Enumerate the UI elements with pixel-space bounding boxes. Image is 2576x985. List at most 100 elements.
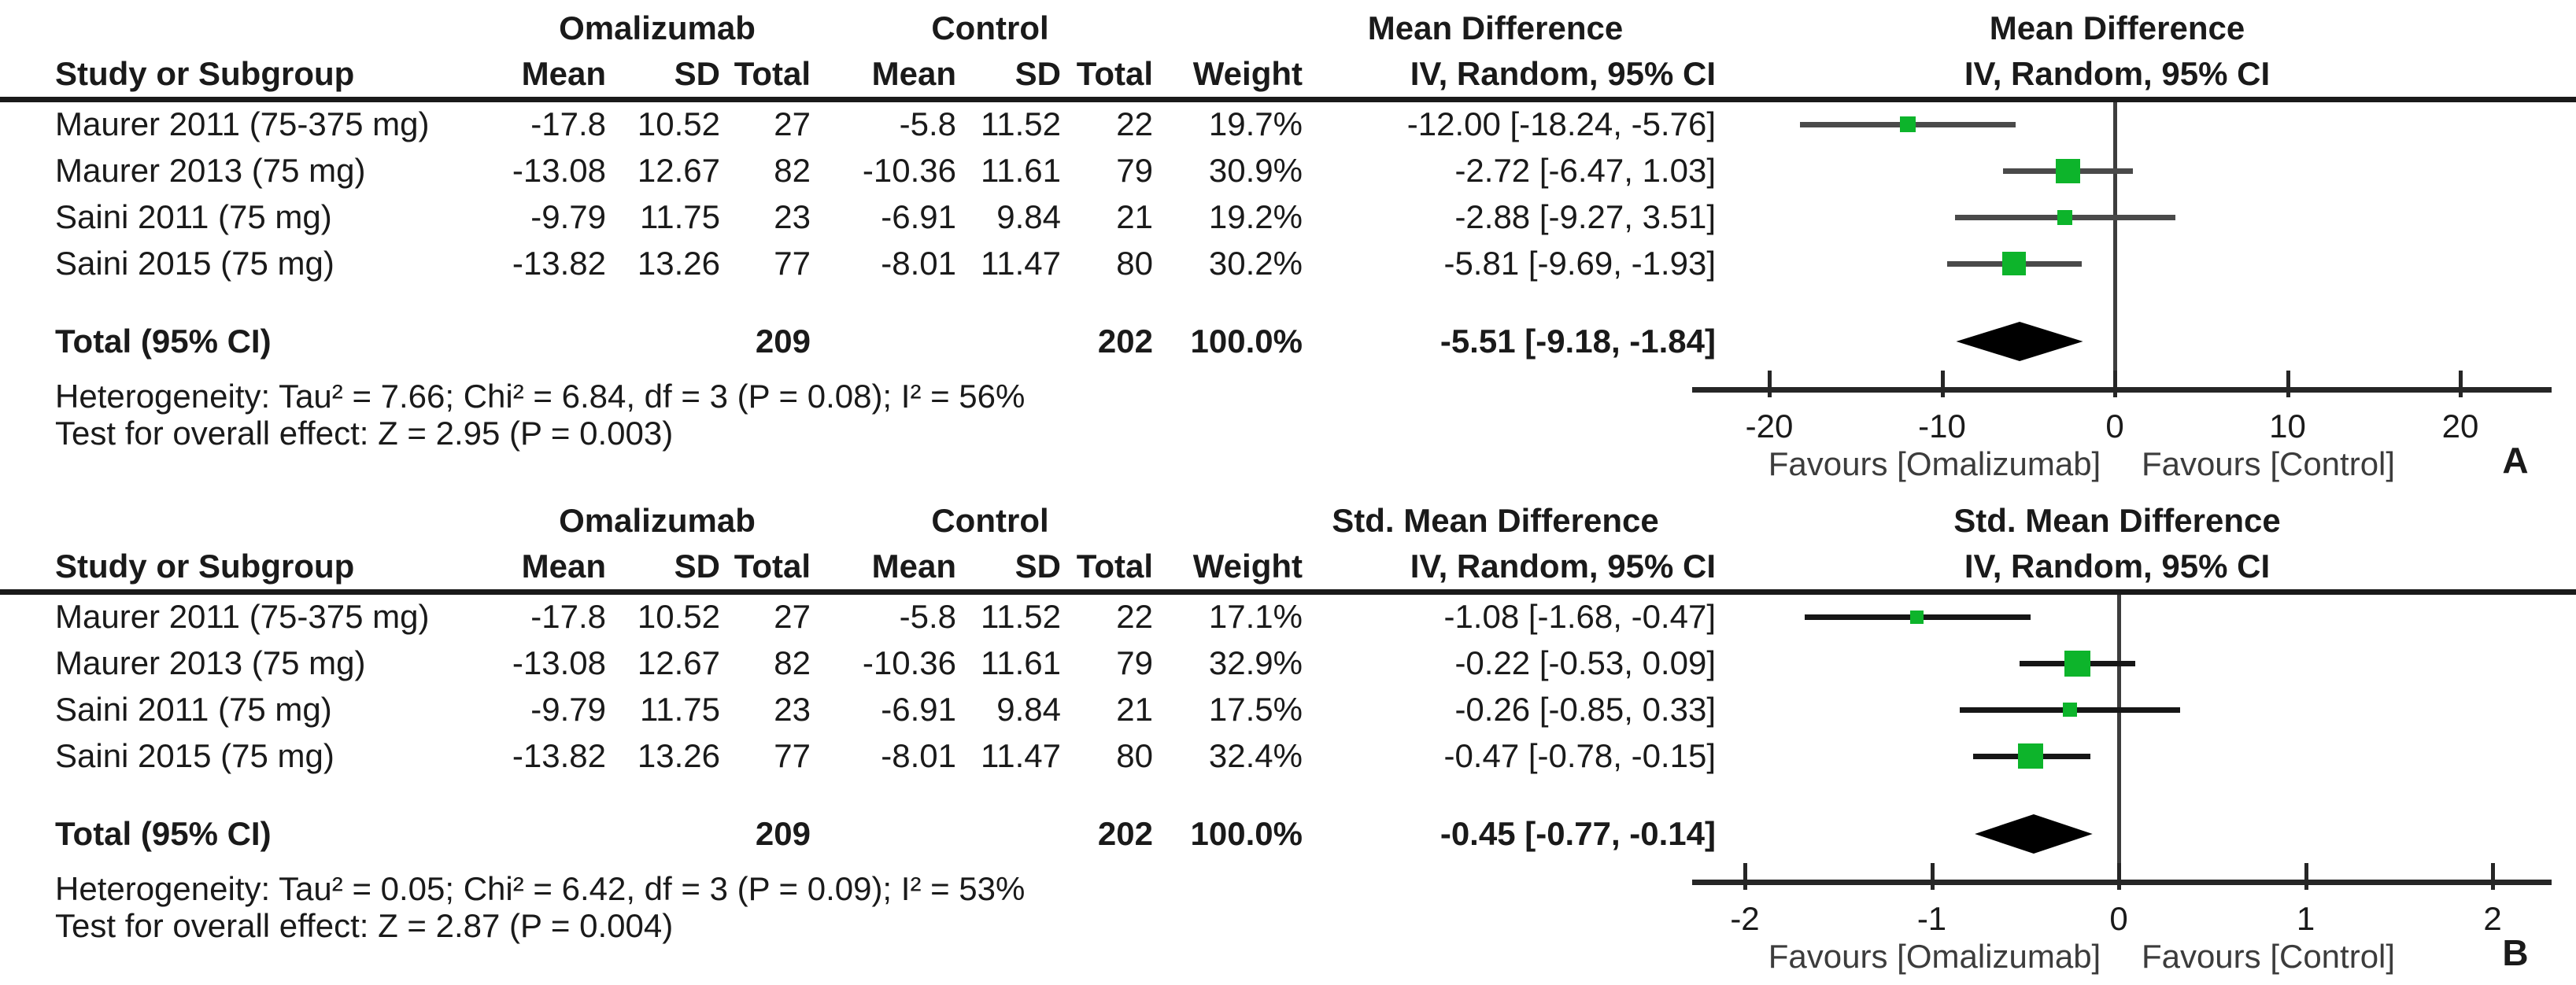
header-rule [0, 589, 2576, 595]
cell-mean_c: -5.8 [899, 598, 956, 635]
x-axis-tick [2113, 371, 2117, 397]
cell-total_t: 27 [774, 598, 811, 635]
cell-total_c: 22 [1116, 598, 1153, 635]
plot-effect-header: Mean Difference [1989, 9, 2245, 46]
cell-sd_t: 11.75 [640, 198, 720, 235]
column-header: Weight [1192, 55, 1303, 92]
cell-sd_t: 12.67 [637, 644, 720, 681]
cell-mean_t: -13.82 [512, 245, 606, 282]
cell-weight: 32.4% [1208, 737, 1303, 774]
cell-mean_t: -17.8 [530, 105, 606, 142]
total-control: 202 [1097, 815, 1153, 852]
panel-letter: B [2502, 932, 2529, 973]
x-axis-tick-label: 0 [2109, 900, 2128, 937]
cell-sd_t: 11.75 [640, 691, 720, 728]
group1-header: Omalizumab [559, 9, 756, 46]
panel-letter: A [2502, 440, 2529, 481]
favours-left-label: Favours [Omalizumab] [1768, 938, 2101, 975]
favours-right-label: Favours [Control] [2141, 938, 2396, 975]
overall-effect-text: Test for overall effect: Z = 2.87 (P = 0… [55, 907, 674, 944]
effect-marker [2055, 158, 2080, 183]
cell-mean_c: -8.01 [881, 737, 956, 774]
cell-mean_t: -9.79 [530, 691, 606, 728]
favours-left-label: Favours [Omalizumab] [1768, 445, 2101, 482]
effect-column-header: Mean Difference [1367, 9, 1624, 46]
cell-weight: 30.2% [1208, 245, 1303, 282]
cell-weight: 19.2% [1208, 198, 1303, 235]
study-label: Saini 2011 (75 mg) [55, 691, 332, 728]
cell-total_c: 79 [1116, 152, 1153, 189]
x-axis-tick-label: -10 [1918, 408, 1966, 445]
total-control: 202 [1097, 323, 1153, 360]
cell-sd_c: 11.61 [981, 644, 1061, 681]
cell-effect_label: -0.22 [-0.53, 0.09] [1454, 644, 1716, 681]
cell-total_c: 21 [1116, 691, 1153, 728]
heterogeneity-text: Heterogeneity: Tau² = 7.66; Chi² = 6.84,… [55, 378, 1026, 415]
x-axis-tick [2304, 863, 2308, 890]
cell-weight: 30.9% [1208, 152, 1303, 189]
x-axis-tick [1940, 371, 1945, 397]
cell-weight: 17.5% [1208, 691, 1303, 728]
cell-weight: 32.9% [1208, 644, 1303, 681]
study-label: Maurer 2013 (75 mg) [55, 152, 366, 189]
study-label: Maurer 2011 (75-375 mg) [55, 105, 430, 142]
cell-total_t: 77 [774, 245, 811, 282]
cell-effect_label: -1.08 [-1.68, -0.47] [1443, 598, 1716, 635]
total-treated: 209 [755, 323, 811, 360]
x-axis-tick-label: 0 [2105, 408, 2124, 445]
x-axis-tick-label: 2 [2483, 900, 2502, 937]
favours-right-label: Favours [Control] [2141, 445, 2396, 482]
cell-mean_c: -10.36 [862, 644, 956, 681]
x-axis-tick [1768, 371, 1772, 397]
column-header: Mean [871, 55, 956, 92]
cell-total_t: 77 [774, 737, 811, 774]
column-header: SD [674, 548, 720, 585]
column-header: Total [734, 548, 811, 585]
x-axis-line [1692, 880, 2552, 885]
column-header: IV, Random, 95% CI [1410, 548, 1716, 585]
effect-marker [1899, 116, 1916, 132]
x-axis-tick [1930, 863, 1935, 890]
total-weight: 100.0% [1190, 815, 1303, 852]
x-axis-tick-label: -1 [1916, 900, 1947, 937]
cell-total_c: 22 [1116, 105, 1153, 142]
cell-mean_c: -8.01 [881, 245, 956, 282]
effect-marker [1910, 610, 1924, 624]
overall-effect-text: Test for overall effect: Z = 2.95 (P = 0… [55, 415, 674, 452]
column-header: Total [1076, 55, 1153, 92]
column-header-study: Study or Subgroup [55, 548, 355, 585]
x-axis-tick [2459, 371, 2463, 397]
cell-weight: 17.1% [1208, 598, 1303, 635]
effect-column-header: Std. Mean Difference [1332, 502, 1659, 539]
cell-mean_c: -6.91 [881, 691, 956, 728]
cell-total_t: 82 [774, 152, 811, 189]
column-header: SD [674, 55, 720, 92]
column-header: SD [1015, 55, 1061, 92]
zero-line [2113, 102, 2117, 389]
plot-method-header: IV, Random, 95% CI [1964, 55, 2271, 92]
cell-total_c: 80 [1116, 737, 1153, 774]
cell-sd_c: 9.84 [996, 691, 1061, 728]
cell-sd_c: 11.47 [981, 737, 1061, 774]
x-axis-tick-label: 20 [2441, 408, 2479, 445]
cell-sd_t: 13.26 [637, 737, 720, 774]
column-header: Mean [871, 548, 956, 585]
cell-total_t: 82 [774, 644, 811, 681]
x-axis-tick-label: -20 [1745, 408, 1794, 445]
cell-mean_c: -6.91 [881, 198, 956, 235]
column-header: Mean [521, 548, 606, 585]
cell-mean_t: -13.82 [512, 737, 606, 774]
column-header: Total [1076, 548, 1153, 585]
total-effect: -5.51 [-9.18, -1.84] [1440, 323, 1716, 360]
column-header: IV, Random, 95% CI [1410, 55, 1716, 92]
cell-sd_c: 11.52 [981, 105, 1061, 142]
cell-mean_t: -13.08 [512, 152, 606, 189]
study-label: Saini 2011 (75 mg) [55, 198, 332, 235]
cell-total_t: 27 [774, 105, 811, 142]
cell-total_t: 23 [774, 691, 811, 728]
column-header: Mean [521, 55, 606, 92]
plot-method-header: IV, Random, 95% CI [1964, 548, 2271, 585]
x-axis-tick-label: 1 [2296, 900, 2315, 937]
cell-sd_c: 11.47 [981, 245, 1061, 282]
cell-total_t: 23 [774, 198, 811, 235]
